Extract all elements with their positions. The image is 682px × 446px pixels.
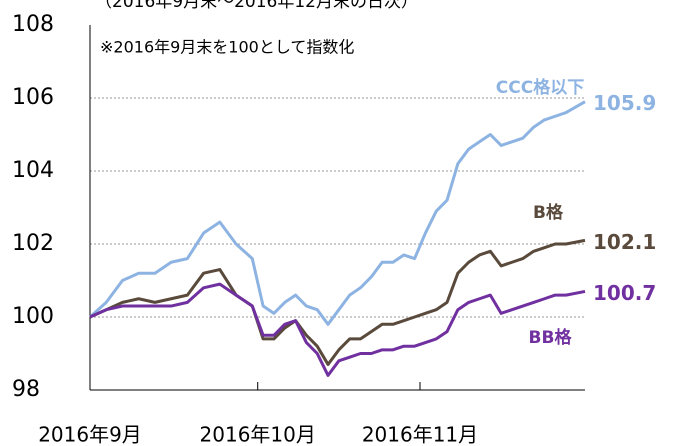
y-tick-label: 98 [12,377,40,402]
series-name: BB格 [529,327,573,348]
end-value-label: 102.1 [593,230,656,254]
x-tick-label: 2016年9月 [38,423,142,446]
end-value-label: 100.7 [593,281,656,305]
x-tick-label: 2016年10月 [200,423,316,446]
y-tick-label: 100 [12,304,54,329]
end-value-label: 105.9 [593,91,656,115]
annotation: ※2016年9月末を100として指数化 [100,38,354,57]
series-line [88,100,586,326]
series-line [89,282,586,377]
y-tick-label: 102 [12,231,54,256]
series-name: CCC格以下 [496,77,584,98]
y-tick-label: 104 [12,158,54,183]
x-tick-label: 2016年11月 [362,423,478,446]
y-tick-label: 106 [12,85,54,110]
chart-subtitle: （2016年9月末～2016年12月末の日次） [95,0,418,12]
y-tick-label: 108 [12,12,54,37]
series-name: B格 [533,202,564,223]
series-line [89,238,586,366]
